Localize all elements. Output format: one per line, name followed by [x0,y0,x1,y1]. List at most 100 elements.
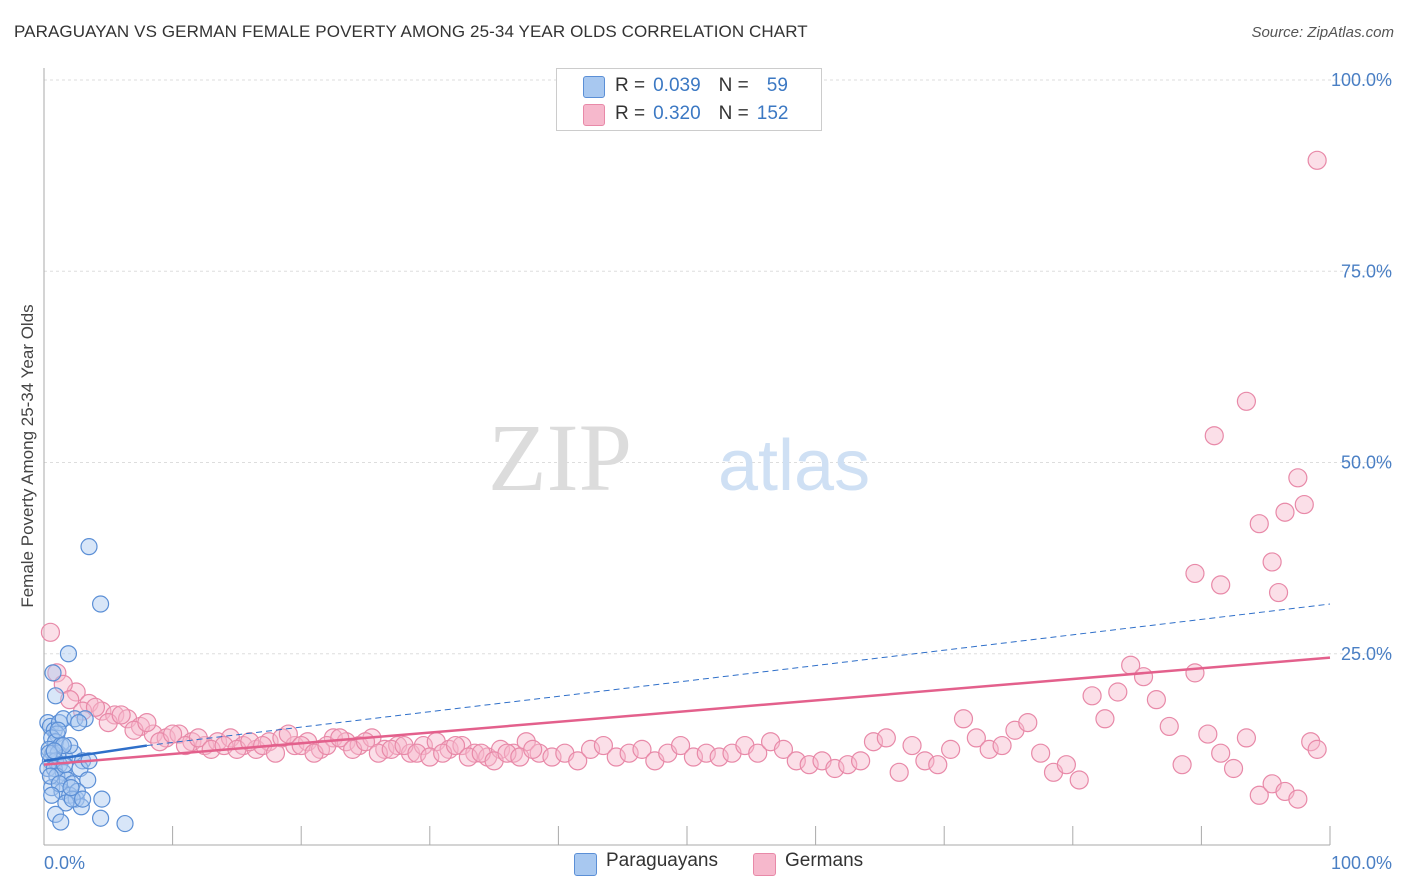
germans-point [420,747,440,767]
germans-point [1095,709,1115,729]
germans-point [593,735,614,756]
n-label: N = [718,75,749,96]
germans-point [606,747,626,767]
r-value: 0.039 [653,75,701,96]
germans-point [838,755,858,775]
germans-point [323,728,343,748]
germans-point [928,755,948,775]
paraguayans-point [80,538,98,556]
paraguayans-point [93,790,111,808]
paraguayans-point [61,736,79,755]
germans-point [1211,575,1231,595]
paraguayans-point [73,790,92,808]
stats-legend: R = 0.039 N = 59 R = 0.320 N = 152 [556,68,822,131]
germans-point [825,758,845,779]
source-credit: Source: ZipAtlas.com [1251,24,1394,41]
germans-point [1307,150,1327,170]
paraguayans-trend-dashed [146,603,1331,747]
germans-point [632,739,652,759]
bottom-legend-swatch-germans [753,853,776,876]
watermark-atlas: atlas [718,426,870,506]
legend-row-paraguayans: R = 0.039 N = 59 [615,74,788,98]
germans-point [137,712,157,733]
germans-point [1211,743,1231,763]
germans-point [1108,682,1128,702]
bottom-legend-germans: Germans [785,850,864,871]
germans-point [1185,563,1205,584]
chart-title: PARAGUAYAN VS GERMAN FEMALE POVERTY AMON… [14,22,808,41]
germans-point [497,743,517,763]
germans-point [445,735,466,756]
germans-point [1082,686,1102,706]
paraguayans-point [91,809,110,827]
paraguayans-point [49,721,67,739]
paraguayans-point [59,645,78,663]
germans-point [1236,728,1257,748]
germans-point [953,709,974,729]
germans-point [1288,789,1308,809]
germans-point [143,724,163,744]
paraguayans-point [62,779,80,797]
germans-point [941,739,961,759]
germans-point [966,728,986,748]
paraguayans-point [45,742,63,760]
paraguayans-point [79,771,97,789]
germans-point [1301,732,1321,752]
watermark: ZIP atlas [488,404,870,511]
paraguayans-point [46,687,65,705]
germans-point [876,728,896,748]
trend-lines [43,603,1331,766]
germans-point [696,743,716,763]
paraguayans-point [70,713,88,732]
germans-point [619,743,639,763]
germans-point [748,743,768,763]
germans-point [670,735,691,756]
germans-point [458,747,478,767]
germans-point [863,732,884,752]
germans-point [786,751,806,771]
germans-point [773,739,794,759]
germans-point [1069,770,1089,790]
germans-point [330,728,350,748]
legend-row-germans: R = 0.320 N = 152 [615,102,788,126]
germans-point [47,663,67,683]
germans-point [1031,743,1051,763]
germans-point [1204,426,1224,446]
germans-point [1236,391,1257,411]
germans-point [40,622,61,642]
germans-point [568,751,588,771]
germans-point [1288,468,1308,488]
r-label: R = [615,103,646,124]
paraguayans-point [43,786,61,804]
y-tick-label: 100.0% [1331,70,1392,90]
legend-swatch-germans [583,104,605,126]
bottom-legend-swatch-paraguayans [574,853,597,876]
germans-point [799,755,819,775]
paraguayans-point [91,595,110,613]
y-tick-label: 25.0% [1341,644,1392,664]
germans-point [105,705,125,725]
germans-point [85,697,106,717]
r-label: R = [615,75,646,96]
germans-points [40,150,1327,809]
germans-point [163,724,183,744]
germans-point [902,735,922,756]
germans-point [523,739,543,759]
germans-point [1294,494,1314,515]
n-label: N = [718,103,749,124]
paraguayans-point [52,813,70,831]
x-tick-label: 0.0% [44,853,85,873]
germans-point [60,690,80,710]
germans-point [1268,582,1289,603]
germans-point [1249,514,1269,534]
germans-point [1223,758,1244,779]
gridlines [44,79,1392,655]
germans-point [1172,755,1192,775]
germans-point [413,735,433,756]
germans-point [1249,785,1269,805]
germans-trend-line [43,656,1331,766]
bottom-legend-paraguayans: Paraguayans [606,850,718,871]
germans-point [709,747,729,767]
germans-point [1056,755,1076,775]
